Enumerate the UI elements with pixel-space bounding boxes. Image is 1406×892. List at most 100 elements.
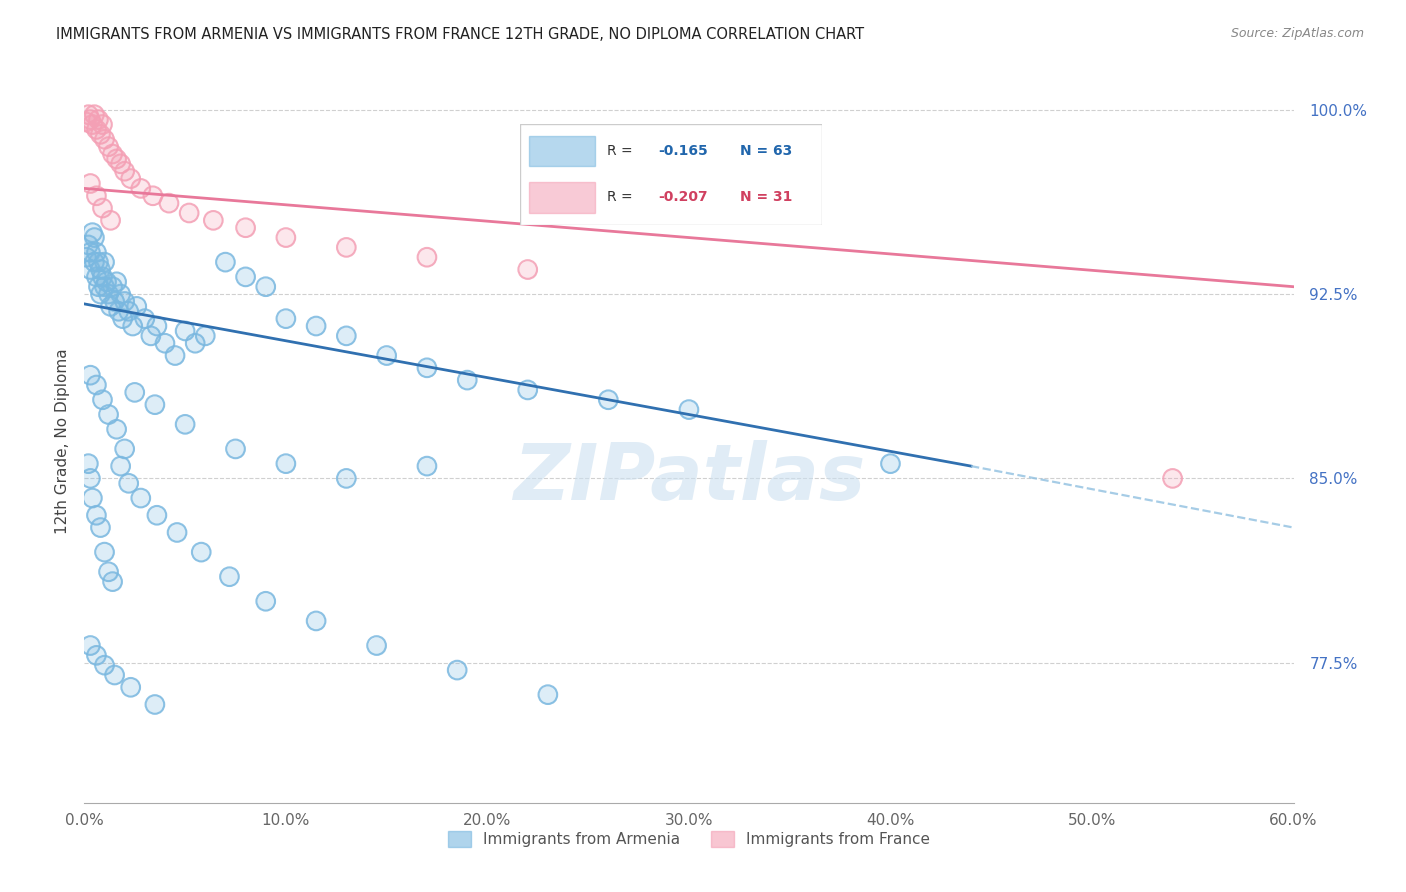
Point [416, 360, 439, 375]
Point [79, 112, 101, 127]
Point [77, 108, 100, 122]
Point [87, 255, 110, 269]
Point [118, 476, 141, 491]
Point [366, 639, 388, 653]
Point [104, 668, 127, 682]
Point [77, 108, 100, 122]
Point [86, 122, 108, 136]
Point [118, 304, 141, 318]
Point [77, 238, 100, 252]
Point [225, 442, 247, 456]
Point [101, 147, 124, 161]
Point [218, 570, 240, 584]
Point [516, 383, 538, 397]
Point [120, 171, 142, 186]
Point [97, 287, 120, 301]
Point [235, 220, 257, 235]
Point [91, 118, 114, 132]
Point [101, 279, 124, 293]
Point [129, 491, 152, 505]
Point [87, 255, 110, 269]
Point [446, 663, 468, 677]
Point [416, 459, 439, 474]
Point [86, 245, 108, 260]
Point [516, 262, 538, 277]
Point [79, 112, 101, 127]
Point [143, 398, 166, 412]
Point [375, 349, 398, 363]
Point [100, 213, 122, 227]
Point [104, 294, 127, 309]
Point [79, 471, 101, 485]
Point [77, 457, 100, 471]
Point [83, 108, 105, 122]
Point [114, 442, 136, 456]
Point [375, 349, 398, 363]
Point [83, 255, 105, 269]
Point [91, 201, 114, 215]
Point [120, 171, 142, 186]
Point [335, 329, 357, 343]
Point [79, 245, 101, 260]
Point [537, 688, 560, 702]
Point [86, 648, 108, 663]
Point [91, 118, 114, 132]
Point [129, 181, 152, 195]
Point [274, 457, 297, 471]
Point [107, 304, 129, 318]
Point [79, 639, 101, 653]
Point [146, 508, 169, 523]
Point [101, 147, 124, 161]
Point [143, 698, 166, 712]
Point [274, 230, 297, 244]
Point [416, 360, 439, 375]
Point [879, 457, 901, 471]
Point [305, 319, 328, 334]
Point [97, 408, 120, 422]
Point [174, 417, 197, 432]
Point [254, 279, 277, 293]
Point [87, 112, 110, 127]
Point [254, 594, 277, 608]
Point [274, 311, 297, 326]
Point [83, 230, 105, 244]
Point [129, 181, 152, 195]
Point [82, 118, 104, 132]
Point [142, 188, 165, 202]
Point [93, 279, 115, 293]
Point [79, 368, 101, 383]
Point [114, 164, 136, 178]
Point [83, 108, 105, 122]
Point [190, 545, 212, 559]
Point [235, 269, 257, 284]
Point [105, 422, 128, 436]
Point [146, 319, 169, 334]
Point [77, 238, 100, 252]
Point [456, 373, 478, 387]
Point [97, 565, 120, 579]
Point [91, 392, 114, 407]
Point [305, 319, 328, 334]
Point [879, 457, 901, 471]
Point [96, 275, 118, 289]
Point [129, 491, 152, 505]
Point [93, 132, 115, 146]
Point [114, 294, 136, 309]
Point [89, 128, 111, 142]
Point [166, 525, 188, 540]
Point [254, 279, 277, 293]
Point [79, 262, 101, 277]
Point [101, 279, 124, 293]
Point [114, 294, 136, 309]
Point [254, 594, 277, 608]
Point [110, 157, 132, 171]
Point [125, 299, 148, 313]
Point [79, 368, 101, 383]
Point [77, 457, 100, 471]
Point [143, 698, 166, 712]
Point [214, 255, 236, 269]
Point [121, 319, 143, 334]
Point [91, 269, 114, 284]
Point [93, 279, 115, 293]
Point [179, 206, 201, 220]
